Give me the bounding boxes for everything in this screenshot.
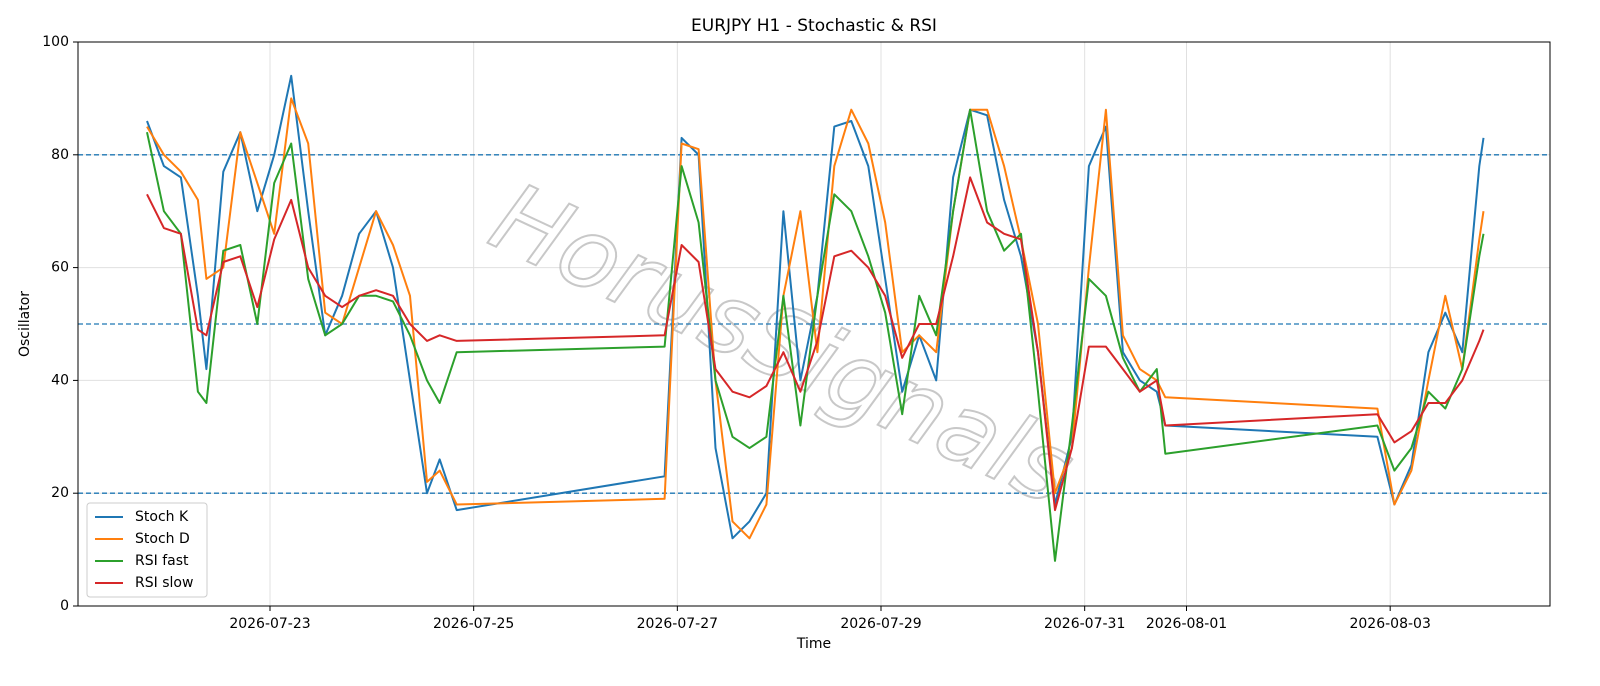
x-tick-label: 2026-07-27 (637, 616, 718, 632)
y-tick-label: 60 (51, 260, 69, 276)
plot-frame (77, 41, 1551, 607)
x-tick-label: 2026-07-31 (1044, 616, 1125, 632)
y-axis-label: Oscillator (17, 291, 33, 357)
y-tick-label: 20 (51, 485, 69, 501)
series-line (146, 108, 1485, 562)
series-line (146, 176, 1485, 512)
legend-label: RSI fast (135, 553, 189, 569)
x-tick-label: 2026-08-03 (1349, 616, 1430, 632)
legend-label: Stoch D (135, 531, 190, 547)
legend-label: RSI slow (135, 575, 193, 591)
legend-box (86, 502, 208, 598)
x-tick-label: 2026-07-29 (840, 616, 921, 632)
legend: Stoch K Stoch D RSI fast RSI slow (86, 502, 208, 598)
y-tick-label: 0 (60, 598, 69, 614)
y-tick-label: 40 (51, 372, 69, 388)
x-tick-label: 2026-07-23 (229, 616, 310, 632)
x-axis-label: Time (796, 636, 831, 652)
series-line (146, 97, 1485, 540)
x-tick-label: 2026-08-01 (1146, 616, 1227, 632)
y-tick-label: 80 (51, 147, 69, 163)
legend-label: Stoch K (135, 509, 189, 525)
y-tick-label: 100 (42, 34, 69, 50)
chart-title: EURJPY H1 - Stochastic & RSI (691, 16, 937, 36)
x-tick-label: 2026-07-25 (433, 616, 514, 632)
